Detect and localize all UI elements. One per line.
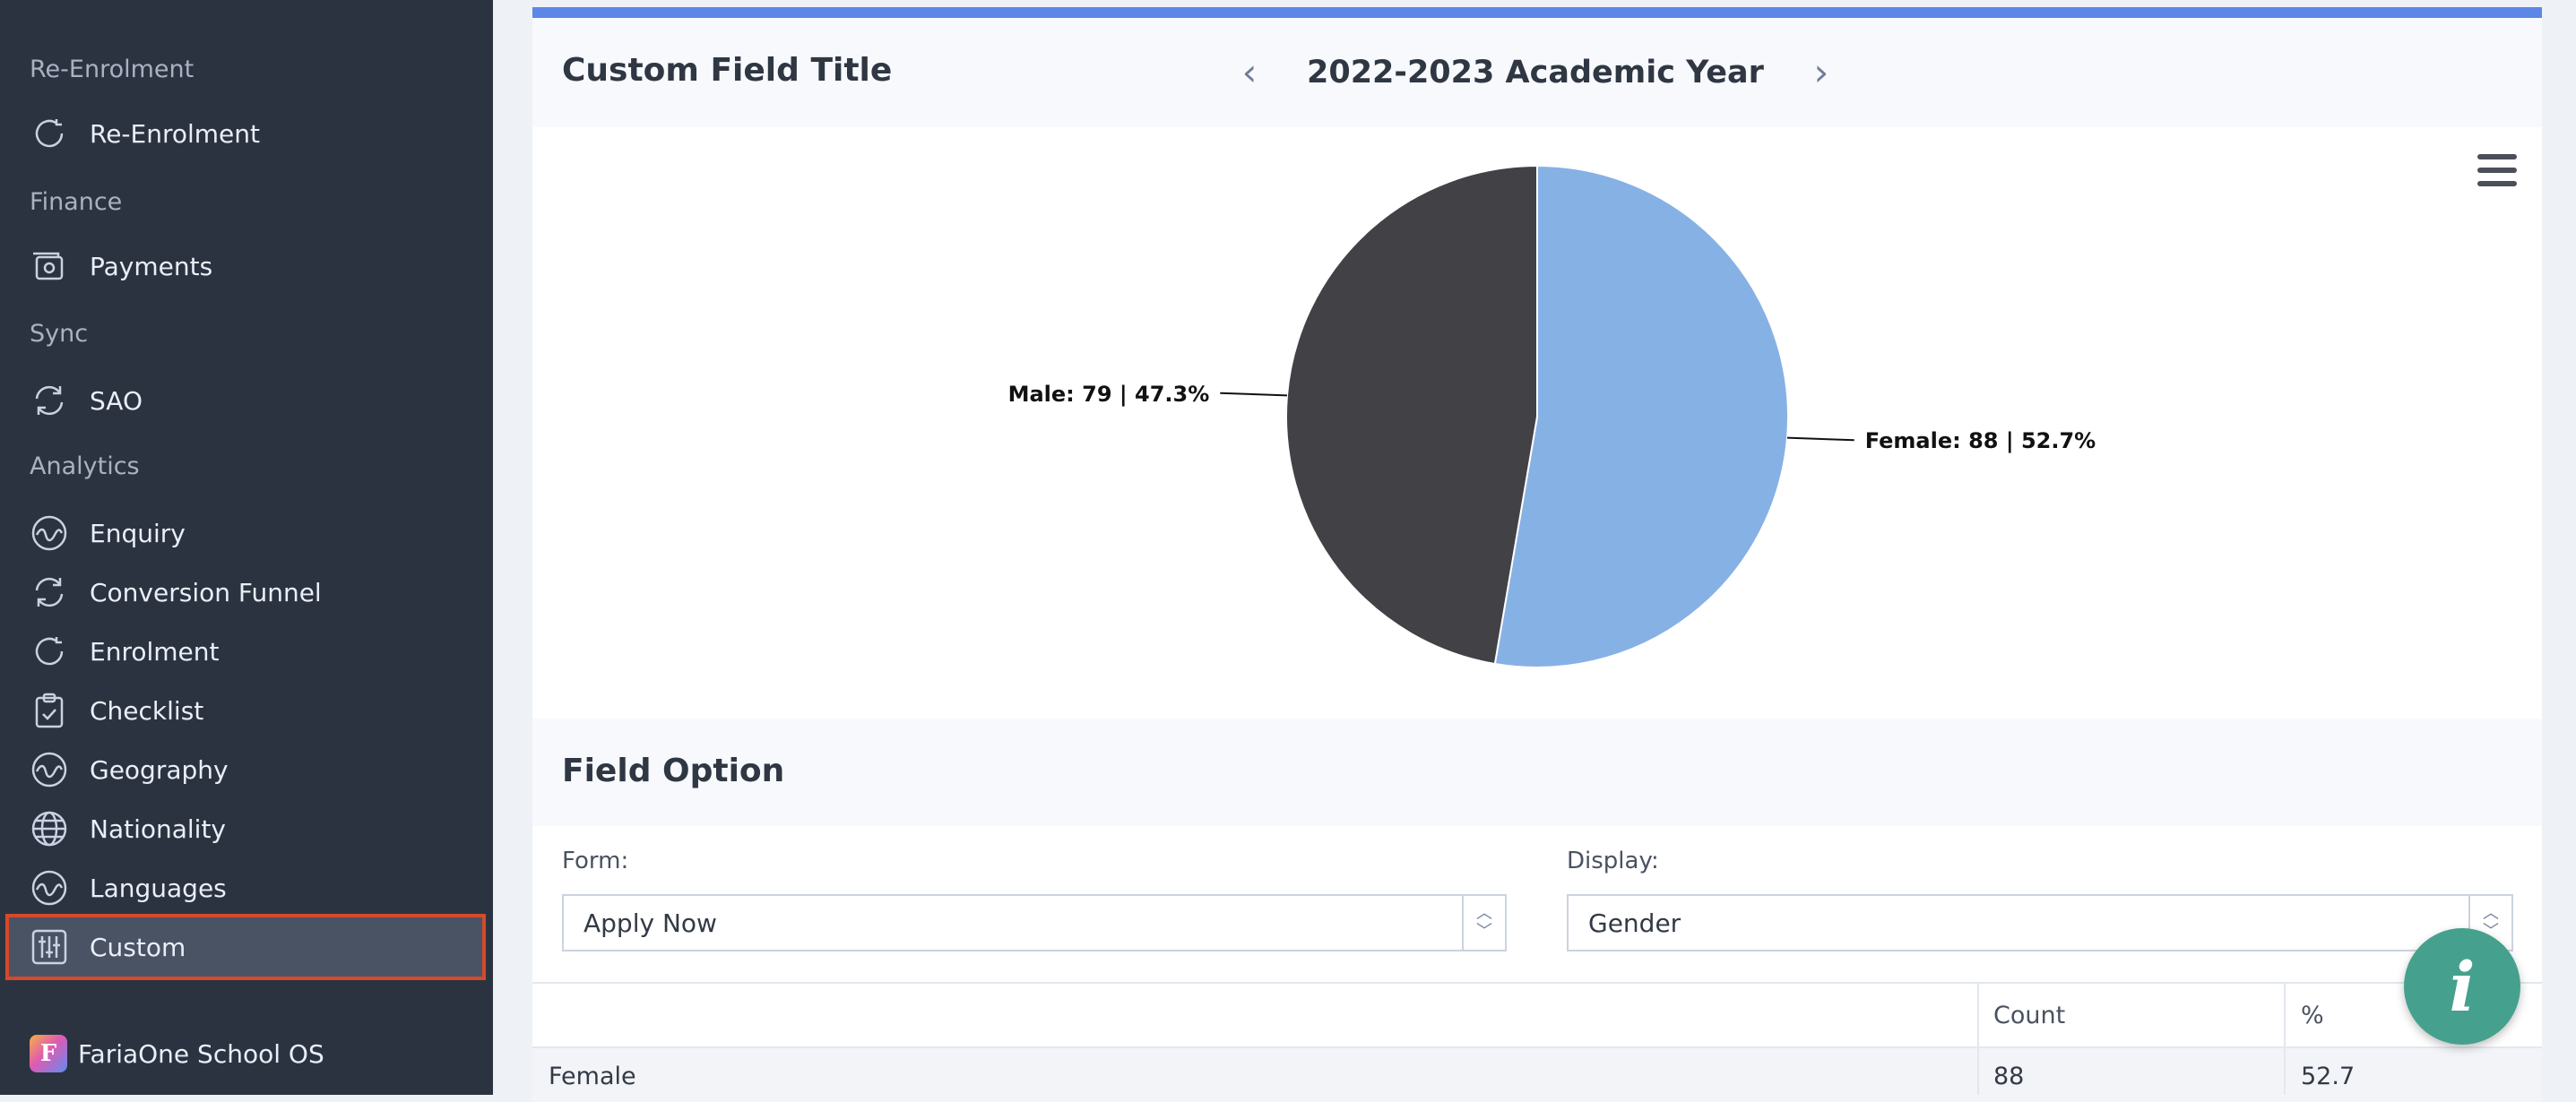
chart-header: Custom Field Title ‹ 2022-2023 Academic … xyxy=(532,18,2542,127)
sync-icon xyxy=(29,572,70,613)
form-label: Form: xyxy=(562,848,629,874)
field-option-heading: Field Option xyxy=(562,753,785,789)
clipboard-check-icon xyxy=(29,690,70,731)
display-select-value: Gender xyxy=(1588,908,1681,938)
chart-area: Female: 88 | 52.7% Male: 79 | 47.3% xyxy=(532,127,2542,719)
data-table: Count % Female 88 52.7 xyxy=(532,982,2542,1102)
display-label: Display: xyxy=(1567,848,1659,874)
sidebar-item-label: Checklist xyxy=(90,695,204,726)
sidebar-item-checklist[interactable]: Checklist xyxy=(9,681,482,740)
column-header-count: Count xyxy=(1993,1002,2066,1029)
sidebar-item-label: Custom xyxy=(90,932,186,962)
row-label: Female xyxy=(549,1063,636,1090)
sidebar-item-sao[interactable]: SAO xyxy=(9,371,482,430)
sidebar-item-label: Languages xyxy=(90,873,227,903)
section-analytics: Analytics xyxy=(30,452,140,480)
pie-slice-female[interactable] xyxy=(1493,164,1789,668)
pie-label-female: Female: 88 | 52.7% xyxy=(1865,428,2096,453)
sidebar-item-re-enrolment[interactable]: Re-Enrolment xyxy=(9,104,482,163)
display-select[interactable]: Gender ︿ ﹀ xyxy=(1567,894,2513,951)
section-sync: Sync xyxy=(30,320,89,348)
year-navigator: ‹ 2022-2023 Academic Year › xyxy=(1232,50,1839,94)
form-select[interactable]: Apply Now ︿ ﹀ xyxy=(562,894,1507,951)
sync-icon xyxy=(29,380,70,421)
column-header-percent: % xyxy=(2301,1002,2324,1029)
pie-leader-line xyxy=(1220,392,1288,397)
column-divider xyxy=(1977,982,1979,1095)
faria-logo-icon: F xyxy=(30,1035,67,1072)
sidebar-item-geography[interactable]: Geography xyxy=(9,740,482,799)
sliders-icon xyxy=(29,926,70,968)
wave-icon xyxy=(29,867,70,908)
table-header: Count % xyxy=(532,982,2542,1048)
select-arrows-icon: ︿ ﹀ xyxy=(1462,896,1505,950)
wave-icon xyxy=(29,749,70,790)
next-year-button[interactable]: › xyxy=(1813,50,1829,94)
row-percent: 52.7 xyxy=(2301,1063,2356,1090)
prev-year-button[interactable]: ‹ xyxy=(1241,50,1258,94)
sidebar-item-label: Conversion Funnel xyxy=(90,577,322,607)
table-row: Female 88 52.7 xyxy=(532,1048,2542,1102)
section-finance: Finance xyxy=(30,188,123,216)
payments-icon xyxy=(29,245,70,287)
sidebar-item-languages[interactable]: Languages xyxy=(9,858,482,917)
sidebar-item-enquiry[interactable]: Enquiry xyxy=(9,504,482,563)
refresh-icon xyxy=(29,631,70,672)
row-count: 88 xyxy=(1993,1063,2025,1090)
section-re-enrolment: Re-Enrolment xyxy=(30,56,194,83)
sidebar-item-custom[interactable]: Custom xyxy=(5,914,486,980)
pie-label-male: Male: 79 | 47.3% xyxy=(1008,382,1210,407)
pie-chart: Female: 88 | 52.7% Male: 79 | 47.3% xyxy=(1008,164,2096,668)
sidebar-item-label: Geography xyxy=(90,754,229,785)
sidebar-item-conversion-funnel[interactable]: Conversion Funnel xyxy=(9,563,482,622)
sidebar-item-label: Enrolment xyxy=(90,636,220,667)
field-option-form: Form: Apply Now ︿ ﹀ Display: Gender ︿ ﹀ xyxy=(532,826,2542,982)
field-option-header: Field Option xyxy=(532,719,2542,826)
hamburger-menu-icon[interactable] xyxy=(2477,154,2517,186)
sidebar-item-nationality[interactable]: Nationality xyxy=(9,799,482,858)
sidebar-item-label: Payments xyxy=(90,251,213,281)
sidebar-item-payments[interactable]: Payments xyxy=(9,237,482,296)
academic-year: 2022-2023 Academic Year xyxy=(1307,54,1764,90)
sidebar: Re-Enrolment Re-Enrolment Finance Paymen… xyxy=(0,0,493,1095)
pie-slice-male[interactable] xyxy=(1285,164,1538,666)
accent-bar xyxy=(532,7,2542,18)
sidebar-item-enrolment[interactable]: Enrolment xyxy=(9,622,482,681)
form-select-value: Apply Now xyxy=(583,908,717,938)
pie-leader-line xyxy=(1786,436,1854,442)
sidebar-item-label: SAO xyxy=(90,385,143,416)
brand-name: FariaOne School OS xyxy=(78,1038,324,1069)
sidebar-item-label: Nationality xyxy=(90,814,227,844)
brand[interactable]: F FariaOne School OS xyxy=(30,1035,324,1072)
globe-icon xyxy=(29,808,70,849)
column-divider xyxy=(2284,982,2286,1095)
sidebar-item-label: Re-Enrolment xyxy=(90,118,260,149)
page-title: Custom Field Title xyxy=(562,52,893,89)
sidebar-item-label: Enquiry xyxy=(90,518,186,548)
wave-icon xyxy=(29,512,70,554)
info-button[interactable]: i xyxy=(2404,928,2520,1045)
refresh-icon xyxy=(29,113,70,154)
